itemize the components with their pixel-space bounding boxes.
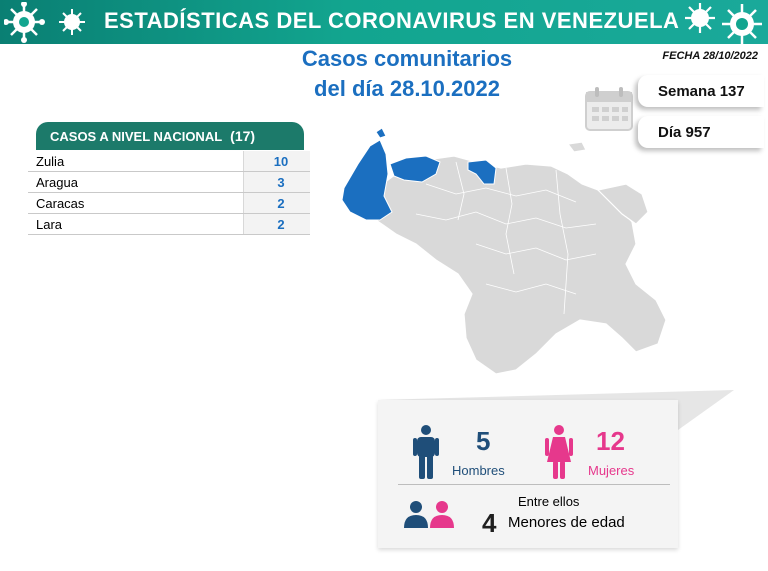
report-title-line1: Casos comunitarios [301, 46, 513, 71]
minors-count: 4 [482, 508, 497, 538]
cases-header-count: (17) [230, 128, 256, 144]
cases-table: Zulia 10 Aragua 3 Caracas 2 Lara 2 [28, 151, 310, 235]
report-date: FECHA 28/10/2022 [662, 50, 758, 62]
card-divider [398, 484, 670, 485]
state-name: Aragua [28, 171, 244, 193]
calendar-icon [585, 87, 633, 131]
report-title: Casos comunitarios del día 28.10.2022 [262, 44, 552, 104]
man-icon [413, 425, 439, 479]
state-cases: 2 [243, 213, 310, 235]
women-label: Mujeres [588, 463, 635, 478]
cases-table-header: CASOS A NIVEL NACIONAL (17) [36, 122, 304, 150]
map-region-lara [389, 155, 441, 183]
state-cases: 10 [243, 151, 310, 172]
table-row: Lara 2 [28, 213, 310, 235]
children-icon [404, 501, 454, 528]
header-banner: ESTADÍSTICAS DEL CORONAVIRUS EN VENEZUEL… [0, 0, 768, 44]
banner-title: ESTADÍSTICAS DEL CORONAVIRUS EN VENEZUEL… [104, 8, 680, 33]
men-label: Hombres [452, 463, 505, 478]
virus-icon [685, 3, 762, 44]
cases-header-label: CASOS A NIVEL NACIONAL [50, 128, 223, 144]
map-region-aragua [467, 159, 497, 185]
table-row: Aragua 3 [28, 171, 310, 193]
table-row: Caracas 2 [28, 192, 310, 214]
map-region-zulia [341, 139, 393, 221]
state-name: Lara [28, 213, 244, 235]
map-region-zulia-coast [375, 127, 387, 139]
state-cases: 3 [243, 171, 310, 193]
woman-icon [545, 425, 573, 479]
day-pill: Día 957 [638, 116, 764, 148]
table-row: Zulia 10 [28, 151, 310, 172]
week-pill: Semana 137 [638, 75, 764, 107]
map-region-delta [596, 183, 649, 225]
venezuela-map [341, 127, 667, 375]
state-name: Caracas [28, 192, 244, 214]
report-title-line2: del día 28.10.2022 [314, 76, 500, 101]
map-region-mainland [347, 155, 667, 375]
state-name: Zulia [28, 151, 244, 172]
women-count: 12 [596, 426, 625, 456]
state-cases: 2 [243, 192, 310, 214]
virus-icon [4, 2, 85, 43]
men-count: 5 [476, 426, 491, 456]
minors-label: Menores de edad [508, 514, 625, 531]
minors-intro: Entre ellos [518, 494, 580, 509]
map-region-island [566, 141, 587, 153]
